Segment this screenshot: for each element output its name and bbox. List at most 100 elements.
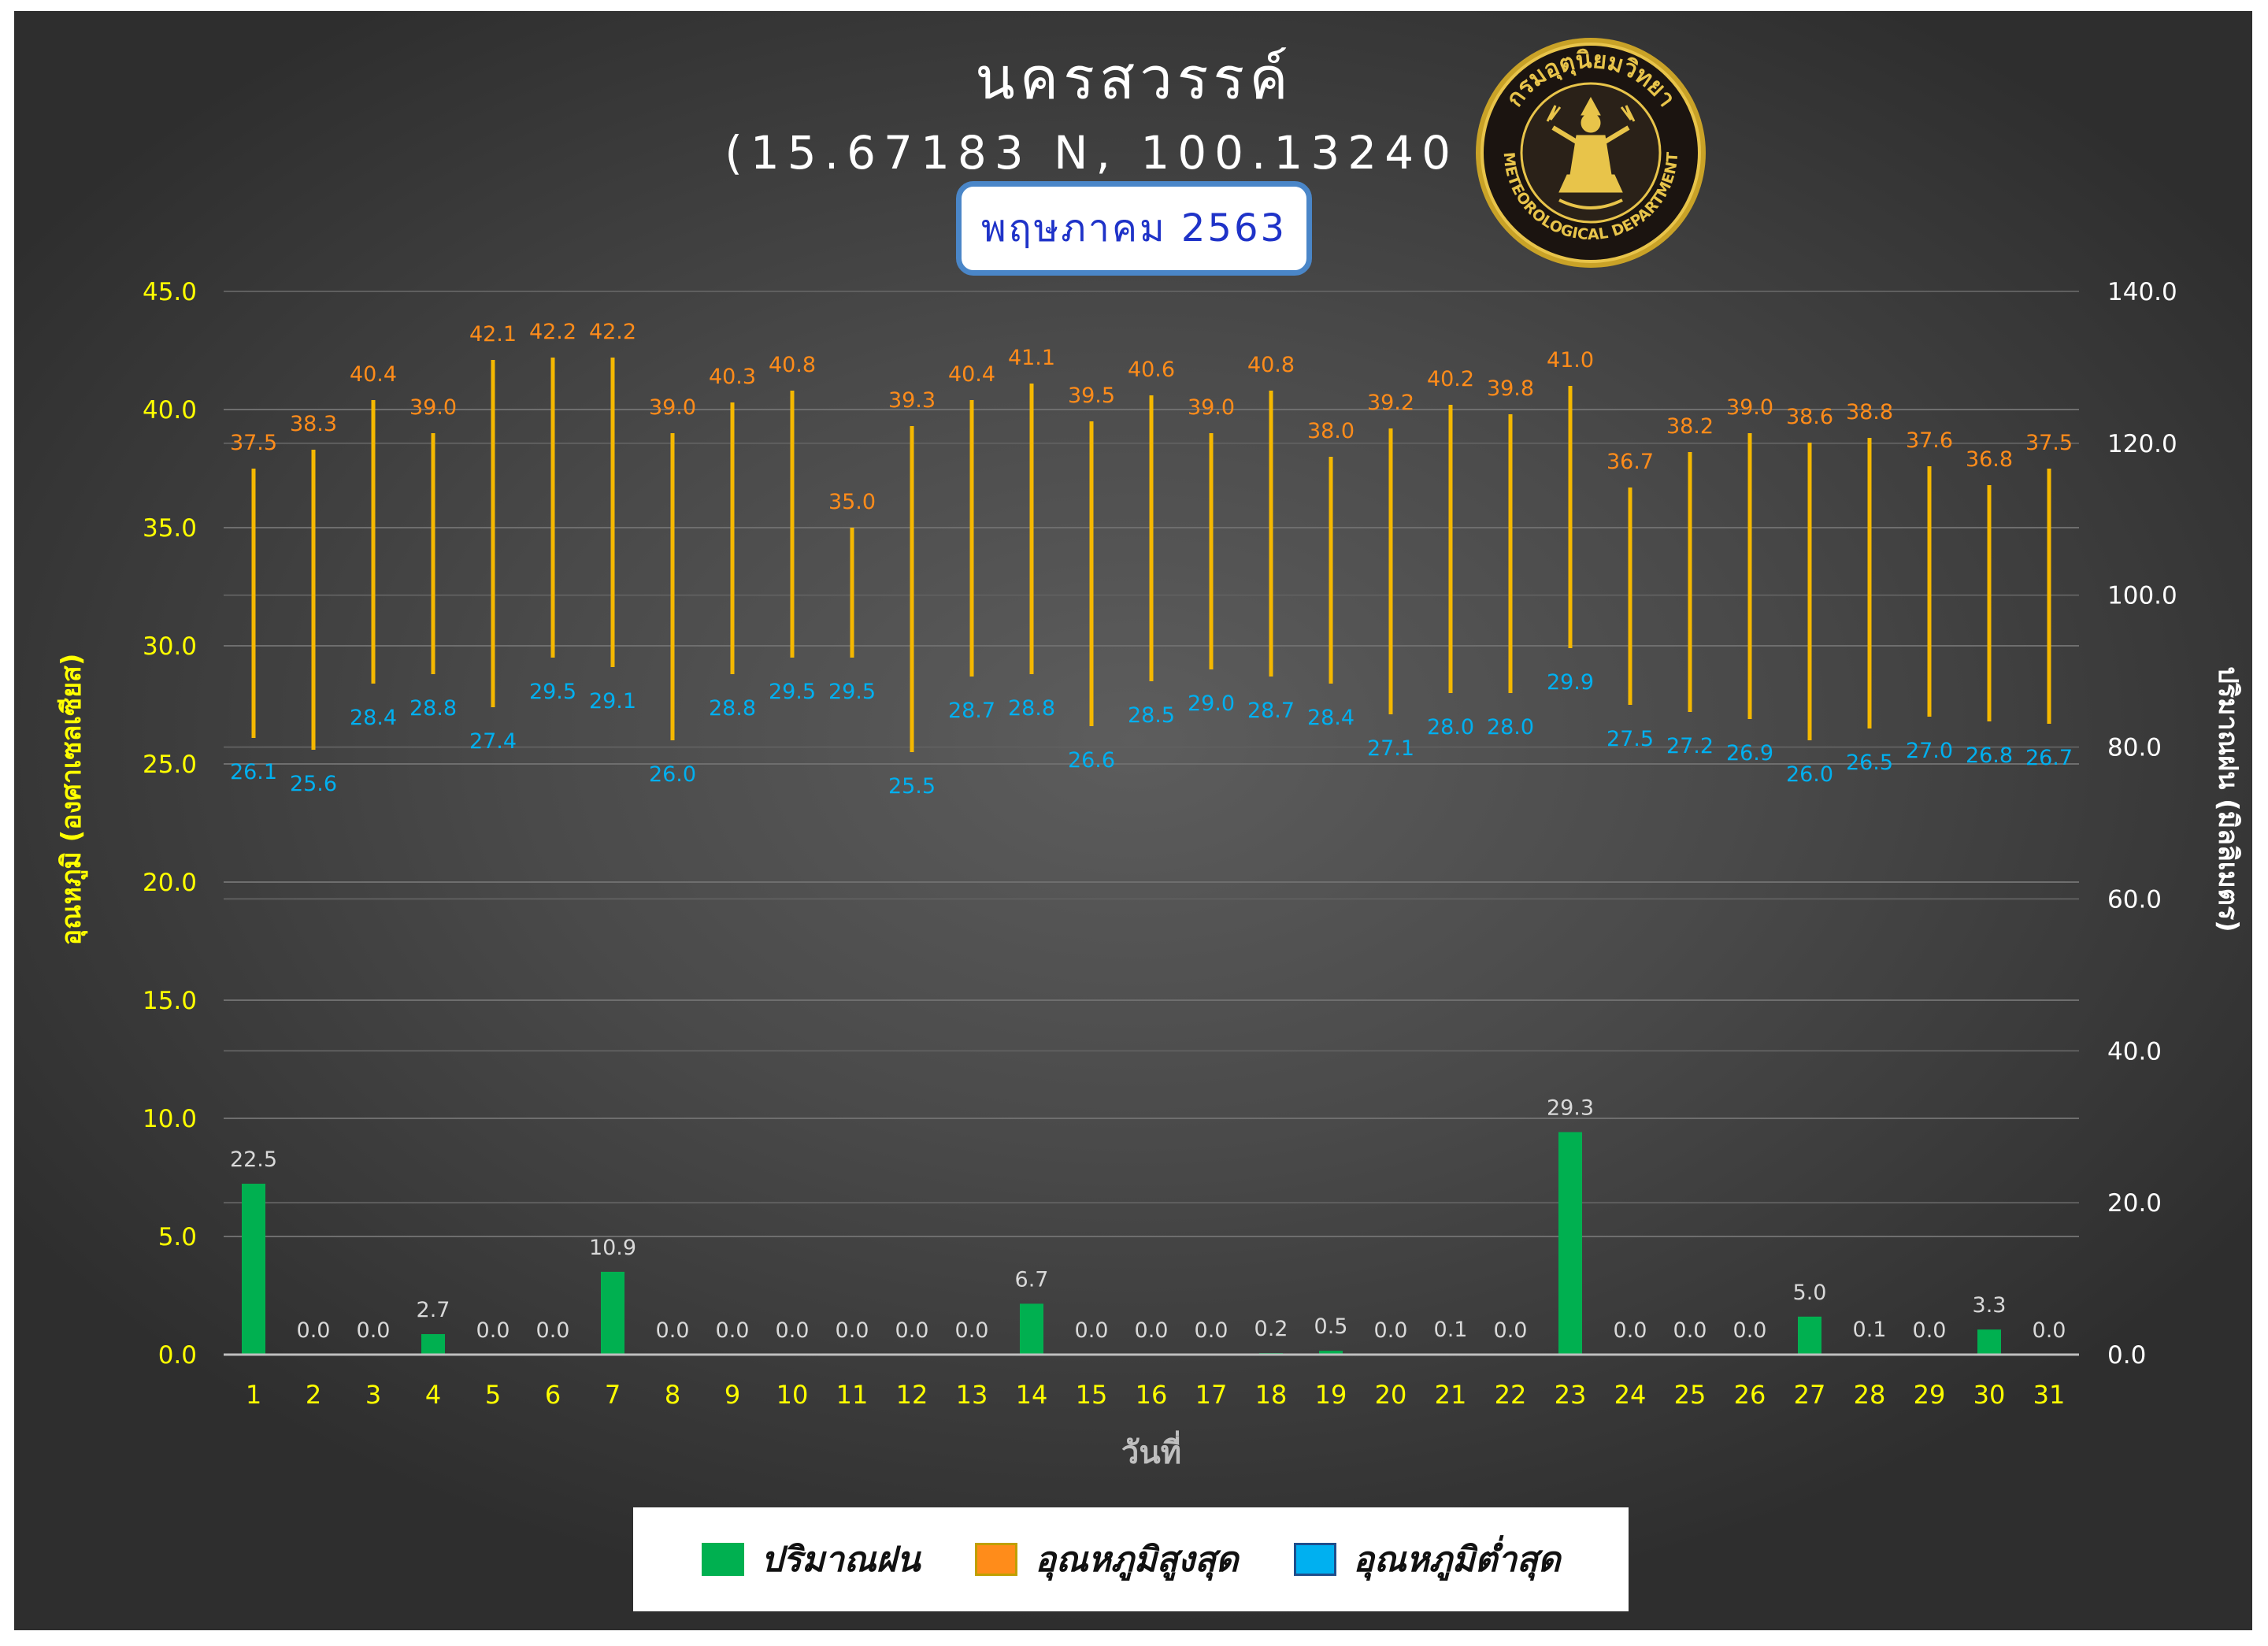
- tmin-value-label: 28.8: [1008, 696, 1055, 721]
- rain-bars: [242, 1132, 2001, 1355]
- tmax-value-label: 38.8: [1846, 400, 1893, 424]
- tmin-value-label: 29.9: [1547, 670, 1594, 695]
- tmin-value-label: 29.5: [828, 680, 876, 704]
- tmax-value-label: 40.3: [709, 365, 756, 389]
- rain-value-label: 0.5: [1314, 1314, 1348, 1339]
- tmin-value-label: 29.0: [1188, 691, 1235, 716]
- rain-value-label: 0.1: [1853, 1318, 1887, 1342]
- tmax-value-label: 39.0: [649, 395, 696, 420]
- legend-swatch-rain: [701, 1543, 744, 1576]
- tmin-value-label: 27.5: [1606, 727, 1654, 751]
- month-label-box: พฤษภาคม 2563: [956, 181, 1312, 276]
- tmin-value-label: 28.5: [1128, 703, 1175, 728]
- legend-swatch-tmax: [975, 1543, 1018, 1576]
- x-axis-tick-label: 17: [1195, 1380, 1228, 1410]
- tmax-value-label: 40.6: [1128, 358, 1175, 382]
- tmax-value-label: 38.2: [1666, 414, 1714, 439]
- rain-bar: [1020, 1303, 1043, 1355]
- right-axis-tick-label: 80.0: [2107, 734, 2162, 762]
- right-axis-tick-label: 60.0: [2107, 885, 2162, 914]
- tmax-value-label: 39.8: [1487, 376, 1534, 401]
- tmin-value-label: 28.7: [948, 699, 995, 723]
- tmax-value-label: 38.3: [290, 412, 337, 436]
- x-axis-tick-label: 11: [836, 1380, 869, 1410]
- tmax-value-label: 39.0: [1188, 395, 1235, 420]
- tmin-value-label: 26.6: [1068, 748, 1115, 773]
- x-axis-tick-label: 10: [776, 1380, 809, 1410]
- tmax-value-label: 40.2: [1427, 367, 1474, 391]
- rain-value-label: 0.0: [297, 1318, 331, 1343]
- legend-item-tmin: อุณหภูมิต่ำสุด: [1293, 1532, 1561, 1587]
- rain-value-label: 10.9: [589, 1236, 636, 1260]
- tmax-value-label: 37.5: [2025, 431, 2073, 455]
- rain-bar: [1319, 1351, 1343, 1355]
- rain-value-label: 0.0: [536, 1318, 570, 1343]
- rain-value-label: 0.0: [1673, 1318, 1707, 1343]
- tmax-value-label: 38.0: [1307, 419, 1354, 443]
- x-axis-tick-label: 14: [1016, 1380, 1048, 1410]
- rain-bar: [1558, 1132, 1582, 1355]
- rain-value-label: 29.3: [1547, 1095, 1594, 1120]
- legend-label-tmax: อุณหภูมิสูงสุด: [1035, 1540, 1239, 1580]
- rain-value-label: 0.0: [1614, 1318, 1647, 1343]
- x-axis-tick-label: 18: [1255, 1380, 1288, 1410]
- rain-value-label: 0.1: [1434, 1318, 1468, 1342]
- chart-background: [14, 11, 2252, 1630]
- rain-value-label: 0.0: [1494, 1318, 1528, 1343]
- x-axis-title: วันที่: [1121, 1430, 1181, 1471]
- tmin-value-label: 28.0: [1487, 715, 1534, 740]
- rain-value-label: 0.0: [1195, 1318, 1228, 1343]
- rain-value-label: 0.0: [1135, 1318, 1169, 1343]
- tmin-value-label: 29.5: [769, 680, 816, 704]
- right-axis-tick-label: 40.0: [2107, 1037, 2162, 1066]
- tmax-value-label: 39.0: [410, 395, 457, 420]
- tmin-value-label: 25.6: [290, 772, 337, 796]
- x-axis-tick-label: 31: [2033, 1380, 2066, 1410]
- left-axis-tick-label: 35.0: [143, 514, 197, 543]
- rain-value-label: 0.0: [357, 1318, 391, 1343]
- tmax-value-label: 40.8: [1247, 353, 1295, 377]
- tmax-value-label: 41.1: [1008, 346, 1055, 370]
- left-axis-tick-label: 40.0: [143, 396, 197, 424]
- rain-value-label: 2.7: [417, 1298, 450, 1322]
- x-axis-tick-label: 19: [1315, 1380, 1347, 1410]
- x-axis-tick-label: 2: [306, 1380, 321, 1410]
- rain-value-label: 0.0: [476, 1318, 510, 1343]
- right-axis-tick-label: 20.0: [2107, 1189, 2162, 1218]
- x-axis-tick-label: 26: [1734, 1380, 1766, 1410]
- tmax-value-label: 41.0: [1547, 348, 1594, 373]
- rain-value-label: 0.0: [2033, 1318, 2066, 1343]
- meteorological-department-seal-icon: กรมอุตุนิยมวิทยา METEOROLOGICAL DEPARTME…: [1476, 38, 1706, 268]
- rain-bar: [1798, 1316, 1821, 1355]
- rain-bar: [242, 1184, 265, 1355]
- x-axis-tick-label: 27: [1794, 1380, 1826, 1410]
- legend-item-tmax: อุณหภูมิสูงสุด: [975, 1532, 1239, 1587]
- axes: 0.05.010.015.020.025.030.035.040.045.00.…: [143, 278, 2177, 1410]
- tmax-value-label: 36.8: [1966, 447, 2013, 472]
- rain-bar: [601, 1271, 624, 1355]
- left-axis-tick-label: 20.0: [143, 869, 197, 897]
- left-axis-tick-label: 45.0: [143, 278, 197, 306]
- temperature-range-bars: [251, 358, 2051, 752]
- rain-value-label: 0.2: [1254, 1317, 1288, 1341]
- right-axis-tick-label: 140.0: [2107, 278, 2177, 306]
- x-axis-tick-label: 25: [1674, 1380, 1707, 1410]
- left-axis-tick-label: 15.0: [143, 987, 197, 1015]
- legend-label-tmin: อุณหภูมิต่ำสุด: [1353, 1540, 1561, 1580]
- x-axis-tick-label: 1: [246, 1380, 261, 1410]
- tmin-value-label: 26.0: [649, 762, 696, 787]
- chart-legend: ปริมาณฝน อุณหภูมิสูงสุด อุณหภูมิต่ำสุด: [633, 1507, 1629, 1611]
- rain-value-label: 0.0: [955, 1318, 989, 1343]
- legend-label-rain: ปริมาณฝน: [761, 1540, 921, 1580]
- tmax-value-label: 40.4: [350, 362, 397, 387]
- x-axis-tick-label: 9: [724, 1380, 740, 1410]
- tmin-value-label: 29.1: [589, 689, 636, 714]
- x-axis-tick-label: 22: [1495, 1380, 1527, 1410]
- tmax-value-label: 42.2: [529, 320, 576, 344]
- tmin-value-label: 27.0: [1906, 739, 1953, 763]
- tmax-value-label: 39.2: [1367, 391, 1414, 415]
- right-axis-title: ปริมาณฝน (มิลลิเมตร): [2212, 666, 2244, 932]
- tmax-value-label: 39.5: [1068, 384, 1115, 408]
- x-axis-tick-label: 15: [1076, 1380, 1108, 1410]
